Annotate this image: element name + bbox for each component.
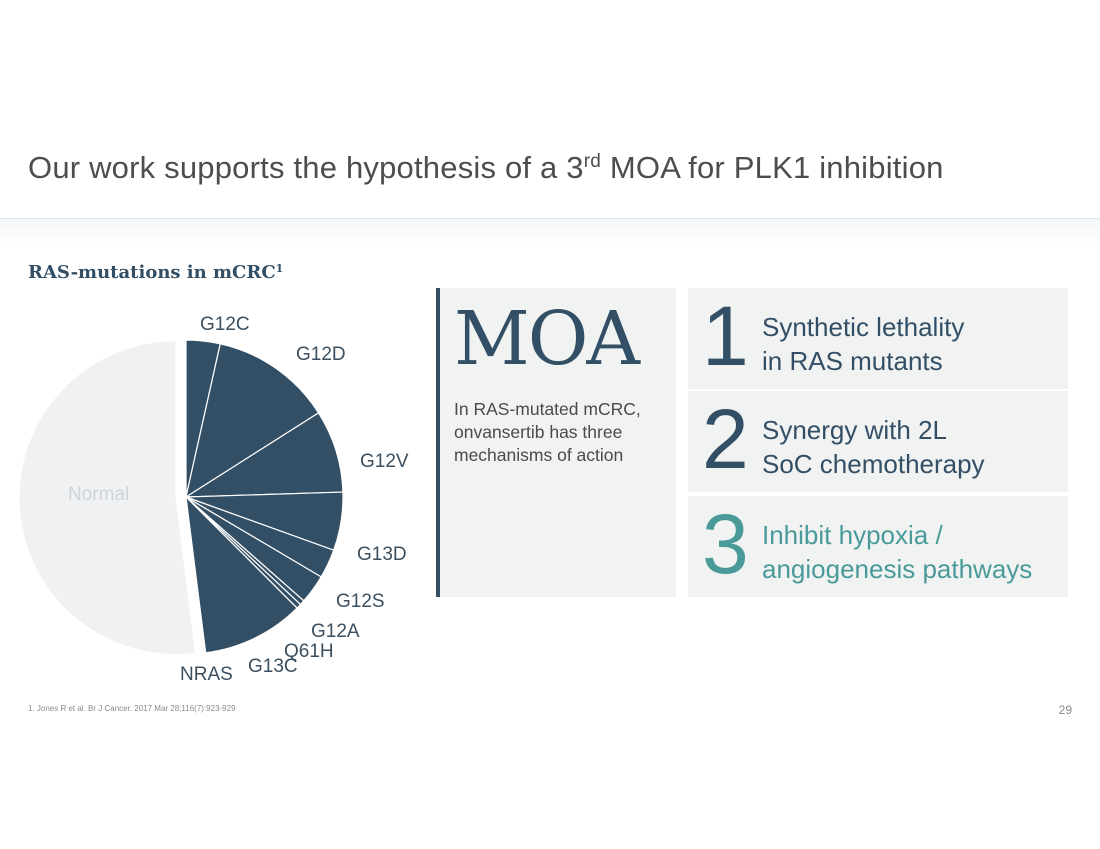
mechanism-line-1: Synthetic lethality <box>762 312 965 342</box>
pie-label-g13d: G13D <box>357 544 407 565</box>
slide-title: Our work supports the hypothesis of a 3r… <box>28 150 1088 186</box>
footnote-citation: 1. Jones R et al. Br J Cancer. 2017 Mar … <box>28 704 236 713</box>
pie-label-g12a: G12A <box>311 621 360 642</box>
pie-slice-normal <box>18 340 197 656</box>
pie-slices <box>18 339 344 656</box>
pie-label-q61h: Q61H <box>284 641 334 662</box>
mechanism-number: 1 <box>702 289 749 383</box>
pie-slice-g12d <box>185 343 320 499</box>
mechanism-line-2: angiogenesis pathways <box>762 554 1033 584</box>
moa-panel: MOA In RAS-mutated mCRC, onvansertib has… <box>436 288 676 597</box>
mechanism-text: Inhibit hypoxia / angiogenesis pathways <box>762 518 1062 586</box>
pie-label-nras: NRAS <box>180 664 233 685</box>
pie-slice-nras <box>185 495 298 654</box>
mechanism-text: Synthetic lethality in RAS mutants <box>762 310 1062 378</box>
mechanism-card-2: 2 Synergy with 2L SoC chemotherapy <box>688 391 1068 492</box>
pie-label-g12s: G12S <box>336 591 385 612</box>
title-divider <box>0 218 1100 244</box>
mechanism-line-2: SoC chemotherapy <box>762 449 985 479</box>
pie-label-g12d: G12D <box>296 344 346 365</box>
chart-title-text: RAS-mutations in mCRC <box>28 262 276 283</box>
moa-heading: MOA <box>454 296 640 382</box>
mechanism-number: 3 <box>702 497 749 591</box>
mechanism-number: 2 <box>702 392 749 486</box>
mechanism-line-1: Inhibit hypoxia / <box>762 520 943 550</box>
page-number: 29 <box>1058 703 1072 717</box>
slide-title-text: Our work supports the hypothesis of a 3 <box>28 150 584 185</box>
mechanism-line-1: Synergy with 2L <box>762 415 947 445</box>
pie-label-normal: Normal <box>68 484 129 505</box>
mechanism-text: Synergy with 2L SoC chemotherapy <box>762 413 1062 481</box>
mechanism-card-1: 1 Synthetic lethality in RAS mutants <box>688 288 1068 389</box>
mechanism-line-2: in RAS mutants <box>762 346 943 376</box>
chart-title-footnote-ref: 1 <box>275 262 284 275</box>
pie-label-g12v: G12V <box>360 451 409 472</box>
pie-slice-g12v <box>183 412 344 498</box>
pie-label-g12c: G12C <box>200 314 250 335</box>
slide-title-text-end: MOA for PLK1 inhibition <box>601 150 944 185</box>
chart-title: RAS-mutations in mCRC1 <box>28 262 283 283</box>
slide-title-superscript: rd <box>583 151 602 172</box>
moa-description: In RAS-mutated mCRC, onvansertib has thr… <box>454 399 641 465</box>
pie-label-g13c: G13C <box>248 656 298 677</box>
mechanism-card-3: 3 Inhibit hypoxia / angiogenesis pathway… <box>688 496 1068 597</box>
